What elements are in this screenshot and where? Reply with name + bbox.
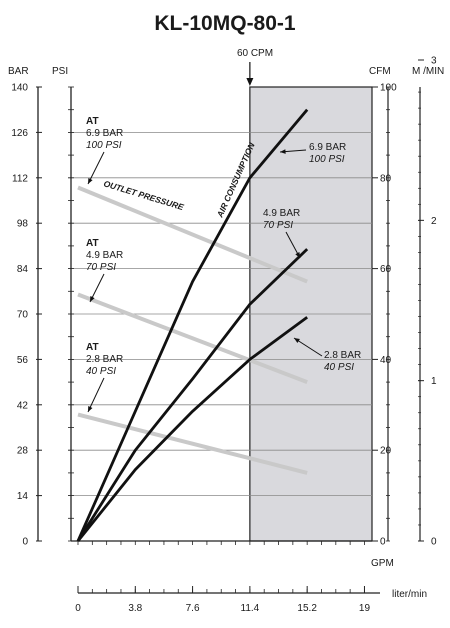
bar-tick-label: 70 <box>17 310 29 321</box>
cpm-marker-arrow <box>246 62 254 86</box>
cfm-tick-label: 60 <box>380 264 392 275</box>
liter-tick-label: 15.2 <box>297 603 317 614</box>
at-70-psi: 70 PSI <box>86 262 116 273</box>
at-100-psi: 100 PSI <box>86 140 122 151</box>
liter-tick-label: 19 <box>359 603 371 614</box>
callout-line <box>293 337 323 357</box>
grid-lines <box>68 131 372 497</box>
callout-arrowhead <box>295 252 300 258</box>
cfm-tick-label: 0 <box>380 537 386 548</box>
at-100-bar: 6.9 BAR <box>86 128 123 139</box>
tick-labels: 1401261129884705642281401008060402004321… <box>11 56 437 614</box>
series-layer <box>76 108 309 542</box>
bar-tick-label: 56 <box>17 355 29 366</box>
bar-tick-label: 126 <box>11 128 28 139</box>
axis-unit-m-min: M /MIN <box>412 66 444 77</box>
cfm-tick-label: 20 <box>380 446 392 457</box>
c-100-bar: 6.9 BAR <box>309 142 346 153</box>
tick-marks <box>36 59 424 593</box>
at-40-psi: 40 PSI <box>86 366 116 377</box>
axis-unit-cfm: CFM <box>369 66 391 77</box>
flow-series-line <box>76 108 309 542</box>
bar-tick-label: 98 <box>17 219 29 230</box>
axis-unit-gpm: GPM <box>371 558 394 569</box>
bar-tick-label: 14 <box>17 491 29 502</box>
axis-unit-bar: BAR <box>8 66 29 77</box>
bar-tick-label: 140 <box>11 83 28 94</box>
cpm-arrow-head <box>246 78 254 86</box>
bar-tick-label: 112 <box>12 173 28 184</box>
axis-unit-psi: PSI <box>52 66 68 77</box>
callout-arrowhead <box>90 296 95 302</box>
bar-tick-label: 42 <box>17 400 29 411</box>
liter-tick-label: 0 <box>75 603 81 614</box>
m-min-tick-label: 3 <box>431 56 437 67</box>
cfm-tick-label: 40 <box>380 355 392 366</box>
callout-arrowhead <box>294 338 300 343</box>
outlet-series-line <box>77 292 308 384</box>
at-label-70: AT <box>86 238 99 249</box>
flow-series-line <box>76 316 308 542</box>
cfm-tick-label: 80 <box>380 173 392 184</box>
c-70-bar: 4.9 BAR <box>263 208 300 219</box>
callout-arrowhead <box>88 406 93 412</box>
at-40-bar: 2.8 BAR <box>86 354 123 365</box>
callout-line <box>87 377 105 413</box>
outlet-series-line <box>77 412 308 475</box>
bar-tick-label: 28 <box>17 446 29 457</box>
cfm-tick-label: 100 <box>380 83 397 94</box>
liter-tick-label: 7.6 <box>186 603 200 614</box>
m-min-tick-label: 1 <box>431 376 437 387</box>
liter-tick-label: 11.4 <box>241 603 260 614</box>
bar-tick-label: 84 <box>17 264 29 275</box>
chart-title: KL-10MQ-80-1 <box>154 12 296 35</box>
callout-arrows <box>87 149 323 413</box>
callout-arrowhead <box>280 149 286 154</box>
at-70-bar: 4.9 BAR <box>86 250 123 261</box>
c-40-psi: 40 PSI <box>324 362 354 373</box>
at-label-40: AT <box>86 342 99 353</box>
c-100-psi: 100 PSI <box>309 154 345 165</box>
c-70-psi: 70 PSI <box>263 220 293 231</box>
outlet-series-line <box>77 185 308 284</box>
at-label-100: AT <box>86 116 99 127</box>
axis-unit-liter-min: liter/min <box>392 589 427 600</box>
flow-series-line <box>76 248 309 542</box>
m-min-tick-label: 2 <box>431 216 437 227</box>
callout-line <box>87 151 105 185</box>
c-40-bar: 2.8 BAR <box>324 350 361 361</box>
outlet-pressure-label: OUTLET PRESSURE <box>102 178 185 212</box>
liter-tick-label: 3.8 <box>128 603 142 614</box>
callout-arrowhead <box>88 178 93 184</box>
bar-tick-label: 0 <box>22 537 28 548</box>
m-min-tick-label: 0 <box>431 537 437 548</box>
cpm-marker-label: 60 CPM <box>237 48 273 59</box>
